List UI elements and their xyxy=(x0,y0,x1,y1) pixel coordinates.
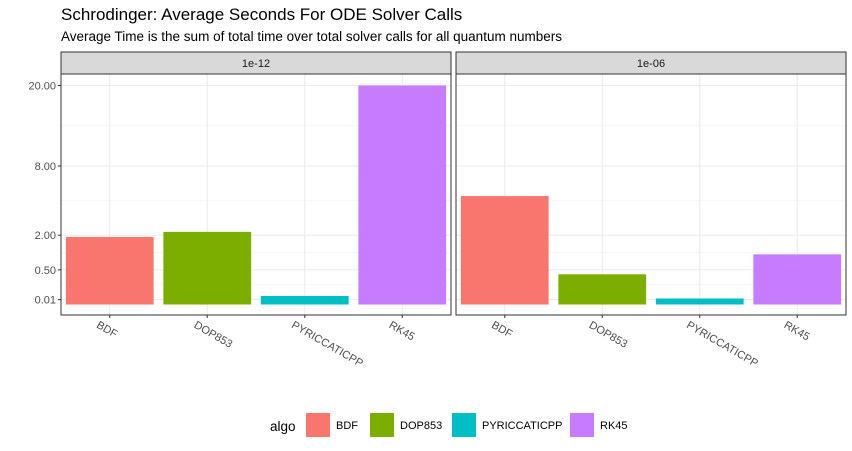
x-tick-label: PYRICCATICPP xyxy=(289,319,365,370)
legend-key-bdf xyxy=(306,413,330,437)
legend-key-pyriccaticpp xyxy=(452,413,476,437)
y-tick-label: 0.50 xyxy=(35,265,56,277)
bar-rk45 xyxy=(358,85,447,305)
bar-pyriccaticpp xyxy=(655,298,744,305)
y-tick-label: 0.01 xyxy=(35,295,56,307)
x-tick-label: RK45 xyxy=(387,319,417,343)
legend-label: BDF xyxy=(336,420,358,432)
panel-border xyxy=(60,73,452,316)
legend-label: RK45 xyxy=(600,420,628,432)
bar-dop853 xyxy=(558,274,647,305)
bar-dop853 xyxy=(163,231,252,305)
legend-key-dop853 xyxy=(370,413,394,437)
bar-pyriccaticpp xyxy=(260,296,349,305)
bar-bdf xyxy=(460,196,549,305)
legend-key-rk45 xyxy=(570,413,594,437)
x-tick-label: RK45 xyxy=(782,319,812,343)
facet-label: 1e-06 xyxy=(637,58,665,70)
chart-title: Schrodinger: Average Seconds For ODE Sol… xyxy=(61,5,463,24)
bar-bdf xyxy=(65,236,154,305)
y-tick-label: 8.00 xyxy=(35,161,56,173)
panel-border xyxy=(455,73,847,316)
facet-label: 1e-12 xyxy=(242,58,270,70)
y-tick-label: 2.00 xyxy=(35,230,56,242)
x-tick-label: DOP853 xyxy=(192,319,235,350)
chart-subtitle: Average Time is the sum of total time ov… xyxy=(61,29,562,44)
x-tick-label: PYRICCATICPP xyxy=(684,319,760,370)
x-tick-label: BDF xyxy=(94,319,119,341)
y-tick-label: 20.00 xyxy=(28,81,56,93)
legend-label: DOP853 xyxy=(400,420,442,432)
x-tick-label: DOP853 xyxy=(587,319,630,350)
bar-rk45 xyxy=(753,254,842,305)
legend-title: algo xyxy=(270,419,296,434)
x-tick-label: BDF xyxy=(489,319,514,341)
legend-label: PYRICCATICPP xyxy=(482,420,562,432)
